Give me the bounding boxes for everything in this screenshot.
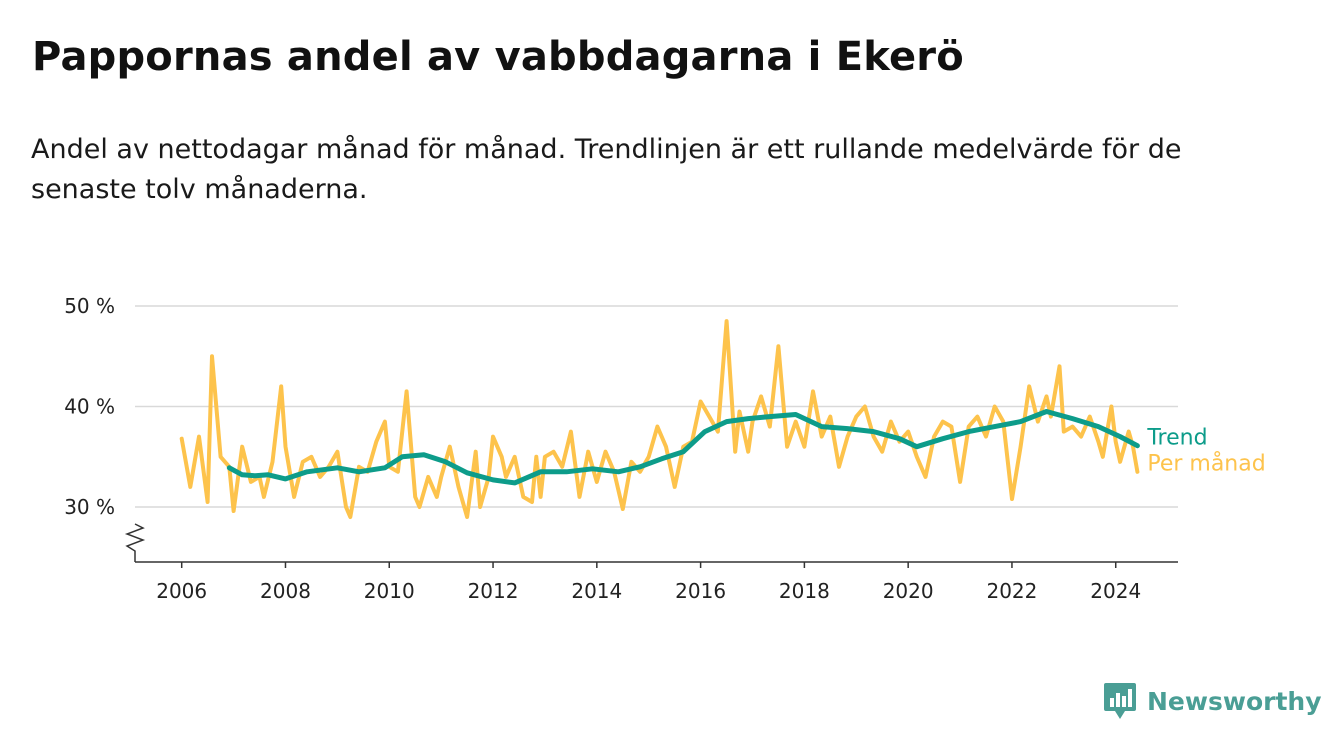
x-tick-label: 2024 <box>1090 579 1141 603</box>
brand-name: Newsworthy <box>1147 686 1322 716</box>
x-tick-label: 2020 <box>883 579 934 603</box>
x-tick-label: 2006 <box>156 579 207 603</box>
series-line-trend <box>226 409 1140 486</box>
x-tick-label: 2010 <box>364 579 415 603</box>
brand-logo: Newsworthy <box>1103 681 1322 721</box>
newsworthy-logo-icon <box>1104 683 1136 719</box>
y-tick-label: 30 % <box>64 495 115 519</box>
y-tick-label: 50 % <box>64 294 115 318</box>
x-tick-label: 2012 <box>468 579 519 603</box>
x-tick-label: 2016 <box>675 579 726 603</box>
page-title: Pappornas andel av vabbdagarna i Ekerö <box>32 34 964 80</box>
legend-label-trend: Trend <box>1146 426 1207 451</box>
grid-lines <box>135 305 1178 508</box>
page-subtitle: Andel av nettodagar månad för månad. Tre… <box>31 134 1182 205</box>
x-tick-label: 2014 <box>571 579 622 603</box>
x-tick-label: 2022 <box>986 579 1037 603</box>
series-lines <box>179 319 1140 519</box>
legend-label-monthly: Per månad <box>1147 451 1265 477</box>
series-line-monthly <box>179 319 1140 519</box>
y-axis-break-icon <box>124 523 146 562</box>
axes: 30 % 40 % 50 % 2006 2008 2010 2012 2014 2016 2018… <box>64 294 1178 603</box>
y-tick-label: 40 % <box>64 395 115 419</box>
x-tick-label: 2008 <box>260 579 311 603</box>
x-tick-label: 2018 <box>779 579 830 603</box>
